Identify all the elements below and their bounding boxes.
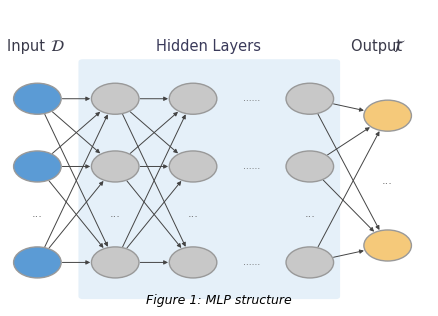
Text: Hidden Layers: Hidden Layers [155, 39, 261, 54]
Circle shape [92, 151, 139, 182]
Circle shape [14, 83, 61, 114]
Text: ......: ...... [243, 258, 260, 267]
Text: ...: ... [110, 210, 120, 219]
Text: Input: Input [7, 39, 50, 54]
FancyBboxPatch shape [78, 59, 340, 299]
Text: ...: ... [187, 210, 198, 219]
Circle shape [14, 247, 61, 278]
Circle shape [92, 247, 139, 278]
Text: ...: ... [304, 210, 315, 219]
Circle shape [286, 247, 334, 278]
Text: $\mathcal{T}$: $\mathcal{T}$ [392, 39, 406, 55]
Circle shape [364, 230, 411, 261]
Text: ...: ... [382, 176, 393, 185]
Circle shape [169, 83, 217, 114]
Circle shape [169, 247, 217, 278]
Text: ......: ...... [243, 94, 260, 103]
Text: Figure 1: MLP structure: Figure 1: MLP structure [146, 294, 292, 307]
Circle shape [286, 83, 334, 114]
Circle shape [286, 151, 334, 182]
Text: $\mathcal{D}$: $\mathcal{D}$ [50, 39, 65, 54]
Text: ...: ... [32, 210, 43, 219]
Circle shape [364, 100, 411, 131]
Text: ......: ...... [243, 162, 260, 171]
Text: Output: Output [351, 39, 406, 54]
Circle shape [169, 151, 217, 182]
Circle shape [14, 151, 61, 182]
Circle shape [92, 83, 139, 114]
